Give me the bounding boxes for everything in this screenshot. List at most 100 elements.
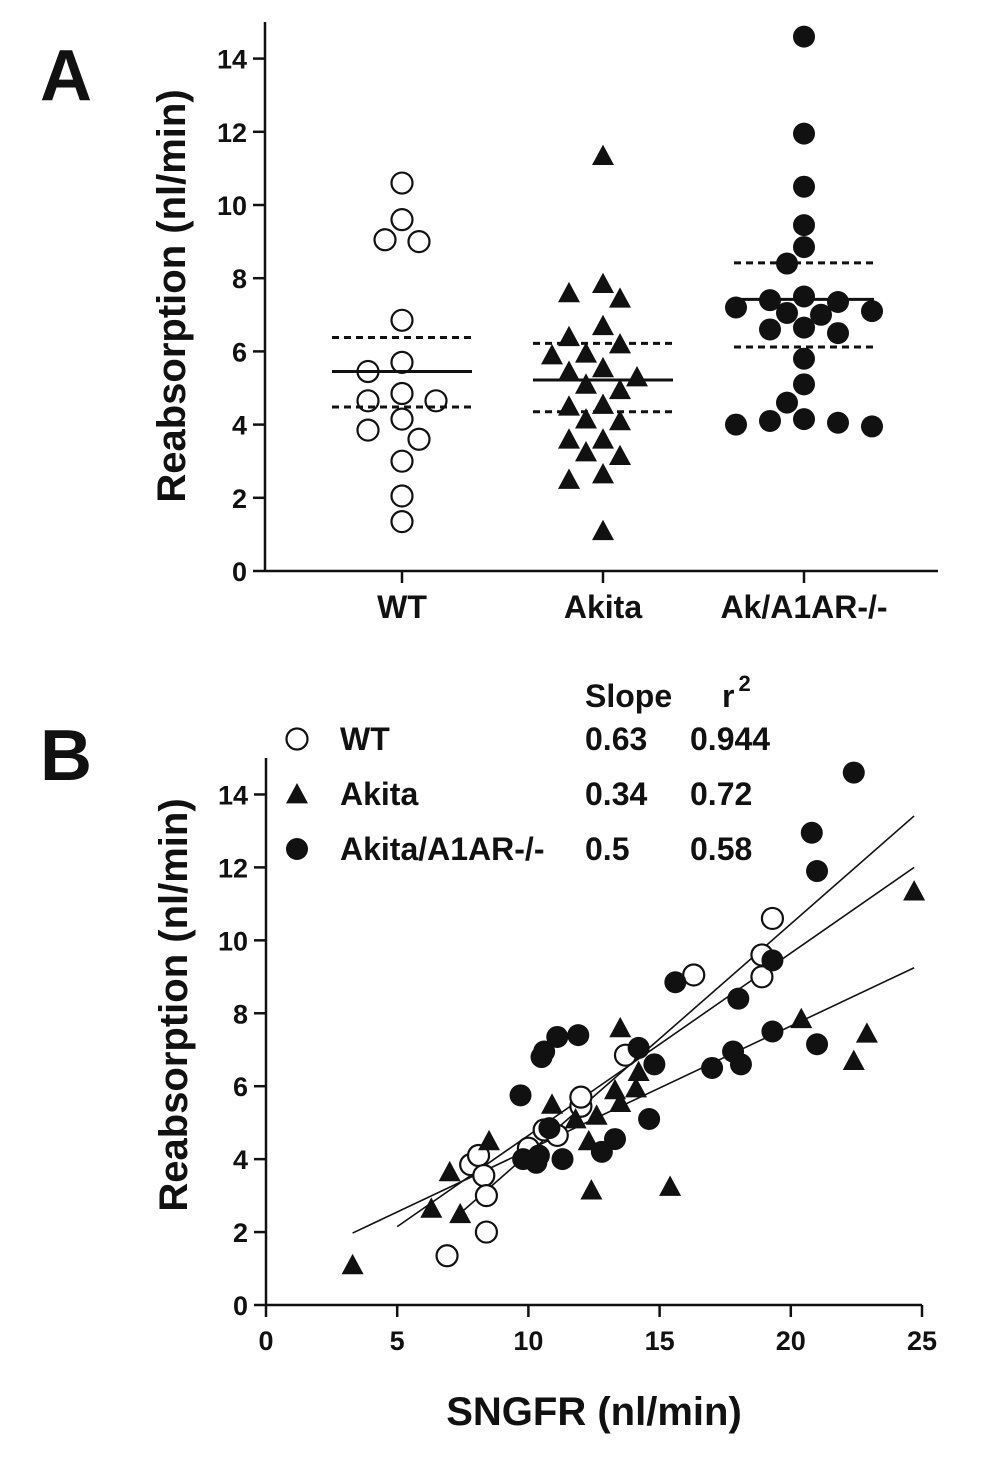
panel-a-series-Akita	[533, 144, 673, 541]
legend-slope-value: 0.5	[585, 831, 629, 867]
panel-b-axes: 0 2 4 6 8 10 12 14 0 5 10 15 20 25	[218, 758, 937, 1356]
panel-a-point	[575, 342, 597, 363]
panel-a-point	[390, 449, 414, 473]
panel-a-y-tick-label: 2	[232, 484, 247, 514]
panel-b-y-tick-label: 2	[233, 1218, 248, 1248]
legend-r2-value: 0.944	[690, 721, 770, 757]
panel-a-point	[793, 285, 815, 308]
panel-a: A Reabsorption (nl/min) 0 2 4 6 8 10 12 14 WT Aki…	[40, 22, 938, 625]
panel-a-point	[725, 413, 747, 436]
panel-b-y-tick-label: 10	[218, 926, 248, 956]
panel-a-series-WT	[332, 171, 472, 534]
panel-b-y-tick-label: 14	[218, 780, 248, 810]
panel-b-point	[474, 1183, 499, 1208]
panel-a-point	[575, 373, 597, 394]
panel-a-point	[356, 418, 380, 442]
panel-b-point	[472, 1163, 496, 1188]
panel-a-point	[558, 428, 580, 449]
panel-b-x-tick-label: 5	[390, 1326, 405, 1356]
panel-a-point	[626, 366, 648, 387]
panel-a-point	[793, 347, 815, 370]
panel-a-point	[558, 360, 580, 381]
panel-b-point	[842, 761, 865, 784]
legend-slope-value: 0.34	[585, 776, 647, 812]
legend-rows: WT 0.63 0.944 Akita 0.34 0.72 Akita/A1AR-/- 0.5…	[285, 721, 770, 867]
panel-a-point	[793, 408, 815, 431]
panel-a-point	[776, 391, 798, 414]
legend-marker	[286, 838, 308, 860]
panel-b-point	[627, 1060, 650, 1081]
legend-slope-value: 0.63	[585, 721, 647, 757]
panel-b-point	[701, 1056, 724, 1079]
panel-a-point	[793, 122, 815, 145]
panel-a-point	[592, 144, 614, 165]
panel-a-point	[407, 427, 431, 451]
panel-b-y-tick-label: 0	[233, 1291, 248, 1321]
panel-b-point	[806, 1033, 829, 1056]
panel-a-point	[390, 484, 414, 508]
panel-a-series-Ak/A1AR-/-	[725, 25, 883, 438]
panel-a-point	[575, 441, 597, 462]
legend-marker	[286, 783, 308, 804]
panel-a-point	[390, 407, 414, 431]
panel-a-point	[793, 236, 815, 259]
panel-a-y-axis-title: Reabsorption (nl/min)	[150, 89, 194, 502]
panel-a-y-tick-label: 0	[232, 557, 247, 587]
panel-b-point	[546, 1025, 569, 1048]
panel-a-point	[592, 519, 614, 541]
panel-a-letter: A	[40, 36, 92, 116]
panel-b-x-axis-title: SNGFR (nl/min)	[446, 1390, 742, 1434]
panel-b-point	[761, 949, 784, 972]
panel-a-point	[776, 301, 798, 324]
panel-b-point	[790, 1007, 813, 1029]
panel-a-point	[558, 468, 580, 489]
panel-b-point	[474, 1220, 499, 1244]
panel-a-category-label: WT	[377, 589, 427, 625]
panel-b-point	[449, 1202, 472, 1224]
panel-b-point	[420, 1197, 443, 1218]
panel-b-y-tick-label: 6	[233, 1072, 248, 1102]
legend-series-name: Akita/A1AR-/-	[340, 831, 544, 867]
panel-b-point	[760, 906, 785, 931]
panel-a-axes: 0 2 4 6 8 10 12 14 WT Akita Ak/A1AR-/-	[217, 22, 938, 625]
panel-a-point	[592, 393, 614, 414]
panel-a-point	[793, 214, 815, 237]
panel-a-point	[609, 378, 631, 400]
panel-a-point	[861, 300, 883, 323]
panel-a-point	[390, 308, 414, 332]
panel-a-point	[558, 281, 580, 303]
panel-a-point	[827, 290, 849, 313]
panel-b-x-tick-label: 10	[513, 1326, 543, 1356]
panel-b-y-tick-label: 12	[218, 853, 248, 883]
panel-b-point	[564, 1108, 587, 1129]
panel-a-point	[793, 175, 815, 198]
panel-a-point	[373, 228, 397, 252]
panel-b-marks	[341, 761, 926, 1275]
panel-a-point	[390, 208, 414, 232]
legend-series-name: WT	[340, 721, 390, 757]
legend-row-Akita: Akita 0.34 0.72	[286, 776, 752, 812]
panel-b-point	[659, 1175, 682, 1196]
legend-marker	[285, 727, 309, 751]
panel-b-point	[478, 1129, 501, 1151]
panel-a-point	[793, 373, 815, 396]
legend-row-Akita/A1AR-/-: Akita/A1AR-/- 0.5 0.58	[286, 831, 752, 867]
panel-a-point	[793, 316, 815, 339]
panel-b-point	[603, 1078, 626, 1100]
panel-b-point	[903, 880, 926, 901]
panel-b: B Reabsorption (nl/min) SNGFR (nl/min) 0…	[40, 671, 937, 1434]
panel-a-point	[390, 350, 414, 374]
panel-b-point	[761, 1020, 784, 1043]
panel-a-y-tick-label: 12	[217, 118, 247, 148]
panel-b-point	[855, 1022, 878, 1043]
panel-a-point	[592, 356, 614, 378]
panel-b-x-tick-label: 0	[258, 1326, 273, 1356]
panel-a-point	[827, 322, 849, 345]
panel-b-fit-lines	[352, 815, 915, 1234]
panel-b-point	[585, 1104, 608, 1125]
panel-b-point	[682, 963, 706, 987]
panel-b-point	[603, 1128, 626, 1151]
panel-b-point	[727, 987, 750, 1010]
